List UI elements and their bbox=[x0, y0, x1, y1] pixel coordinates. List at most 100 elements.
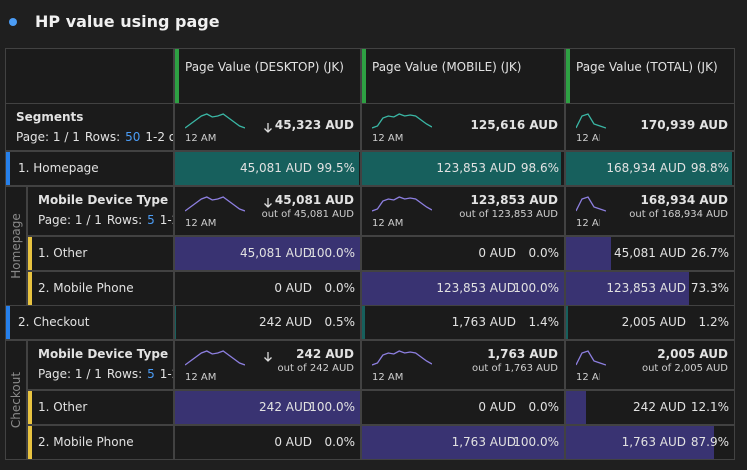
total-out-of: out of 1,763 AUD bbox=[471, 363, 558, 374]
row-accent bbox=[28, 391, 32, 424]
row-accent bbox=[28, 426, 32, 459]
data-cell: 0 AUD 0.0% bbox=[361, 236, 565, 271]
row-label-cell: 2. Mobile Phone bbox=[27, 425, 174, 460]
percent-bar bbox=[362, 152, 562, 185]
row-label-cell: 2. Checkout bbox=[5, 305, 174, 340]
row-label-cell: 2. Mobile Phone bbox=[27, 271, 174, 306]
cell-percent: 0.5% bbox=[324, 314, 356, 329]
data-cell: 123,853 AUD 98.6% bbox=[361, 151, 565, 186]
data-cell: 123,853 AUD 100.0% bbox=[361, 271, 565, 306]
pagination-rows-value[interactable]: 5 bbox=[147, 367, 155, 381]
sort-arrow[interactable] bbox=[263, 351, 273, 363]
cell-percent: 99.5% bbox=[316, 160, 355, 175]
data-cell: 0 AUD 0.0% bbox=[174, 425, 361, 460]
pagination-rows-label: Rows: bbox=[106, 213, 143, 227]
row-accent bbox=[6, 152, 10, 185]
cell-percent: 0.0% bbox=[528, 245, 560, 260]
percent-bar bbox=[362, 272, 564, 305]
time-label: 12 AM bbox=[185, 372, 217, 383]
total-value: 45,081 AUD bbox=[274, 193, 354, 207]
sparkline-path bbox=[576, 113, 606, 129]
summary-cell: 12 AM 170,939 AUD bbox=[565, 103, 735, 151]
summary-label-cell: Mobile Device Type Page: 1 / 1 Rows: 5 1-2 o… bbox=[27, 340, 174, 390]
total-out-of: out of 168,934 AUD bbox=[629, 209, 728, 220]
segment-side-cell: Checkout bbox=[5, 340, 27, 460]
cell-value: 168,934 AUD bbox=[606, 160, 686, 175]
sparkline-path bbox=[372, 196, 432, 212]
panel-title: HP value using page bbox=[35, 12, 220, 31]
cell-value: 242 AUD bbox=[259, 399, 312, 414]
sparkline-path bbox=[185, 350, 245, 366]
summary-cell: 12 AM 168,934 AUD out of 168,934 AUD bbox=[565, 186, 735, 236]
total-value: 168,934 AUD bbox=[640, 193, 728, 207]
column-header: Page Value (DESKTOP) (JK) bbox=[174, 48, 361, 104]
data-cell: 45,081 AUD 100.0% bbox=[174, 236, 361, 271]
data-cell: 1,763 AUD 100.0% bbox=[361, 425, 565, 460]
column-accent bbox=[175, 49, 179, 103]
percent-bar bbox=[566, 237, 611, 270]
data-cell: 45,081 AUD 26.7% bbox=[565, 236, 735, 271]
arrow-shape bbox=[264, 198, 272, 208]
data-cell: 0 AUD 0.0% bbox=[174, 271, 361, 306]
cell-percent: 98.6% bbox=[520, 160, 559, 175]
row-accent bbox=[28, 272, 32, 305]
sparkline-path bbox=[372, 350, 432, 366]
row-accent bbox=[28, 237, 32, 270]
pagination-page: Page: 1 / 1 bbox=[16, 130, 80, 144]
cell-percent: 0.0% bbox=[528, 399, 560, 414]
cell-value: 242 AUD bbox=[259, 314, 312, 329]
percent-bar bbox=[175, 391, 360, 424]
time-label: 12 AM bbox=[372, 218, 404, 229]
sparkline bbox=[576, 350, 606, 366]
sort-arrow[interactable] bbox=[263, 122, 273, 134]
cell-value: 123,853 AUD bbox=[606, 280, 686, 295]
summary-cell: 12 AM 1,763 AUD out of 1,763 AUD bbox=[361, 340, 565, 390]
pagination-range: 1-2 of 2 bbox=[159, 213, 173, 227]
total-value: 242 AUD bbox=[296, 347, 354, 361]
sparkline bbox=[185, 113, 245, 129]
pagination-rows-value[interactable]: 50 bbox=[125, 130, 141, 144]
summary-cell: 12 AM 45,323 AUD bbox=[174, 103, 361, 151]
time-label: 12 AM bbox=[372, 133, 404, 144]
percent-bar bbox=[566, 391, 587, 424]
cell-value: 45,081 AUD bbox=[239, 245, 312, 260]
cell-value: 123,853 AUD bbox=[436, 280, 516, 295]
time-label: 12 AM bbox=[185, 218, 217, 229]
time-label: 12 AM bbox=[576, 372, 600, 383]
cell-percent: 0.0% bbox=[324, 434, 356, 449]
sort-arrow[interactable] bbox=[263, 197, 273, 209]
pagination: Page: 1 / 1 Rows: 50 1-2 of 2 bbox=[16, 130, 173, 144]
percent-bar bbox=[175, 306, 176, 339]
sparkline bbox=[372, 196, 432, 212]
data-cell: 242 AUD 12.1% bbox=[565, 390, 735, 425]
cell-percent: 1.2% bbox=[698, 314, 730, 329]
total-out-of: out of 123,853 AUD bbox=[459, 209, 558, 220]
row-label: 2. Checkout bbox=[18, 314, 90, 329]
row-label: 2. Mobile Phone bbox=[38, 434, 134, 449]
data-cell: 168,934 AUD 98.8% bbox=[565, 151, 735, 186]
pagination-rows-label: Rows: bbox=[84, 130, 121, 144]
total-out-of: out of 242 AUD bbox=[277, 363, 355, 374]
pagination-range: 1-2 of 2 bbox=[159, 367, 173, 381]
row-label: 2. Mobile Phone bbox=[38, 280, 134, 295]
total-value: 1,763 AUD bbox=[487, 347, 558, 361]
percent-bar bbox=[362, 306, 365, 339]
summary-cell: 12 AM 125,616 AUD bbox=[361, 103, 565, 151]
column-header: Page Value (MOBILE) (JK) bbox=[361, 48, 565, 104]
cell-percent: 87.9% bbox=[690, 434, 729, 449]
sparkline-path bbox=[185, 113, 245, 129]
cell-percent: 26.7% bbox=[690, 245, 729, 260]
cell-percent: 1.4% bbox=[528, 314, 560, 329]
percent-bar bbox=[175, 152, 360, 185]
pagination-page: Page: 1 / 1 bbox=[38, 213, 102, 227]
sparkline-path bbox=[185, 196, 245, 212]
time-label: 12 AM bbox=[372, 372, 404, 383]
percent-bar bbox=[175, 237, 360, 270]
data-cell: 242 AUD 100.0% bbox=[174, 390, 361, 425]
summary-cell: 12 AM 2,005 AUD out of 2,005 AUD bbox=[565, 340, 735, 390]
pagination-page: Page: 1 / 1 bbox=[38, 367, 102, 381]
cell-value: 0 AUD bbox=[274, 434, 312, 449]
cell-value: 45,081 AUD bbox=[613, 245, 686, 260]
pagination-rows-value[interactable]: 5 bbox=[147, 213, 155, 227]
time-label: 12 AM bbox=[185, 133, 217, 144]
